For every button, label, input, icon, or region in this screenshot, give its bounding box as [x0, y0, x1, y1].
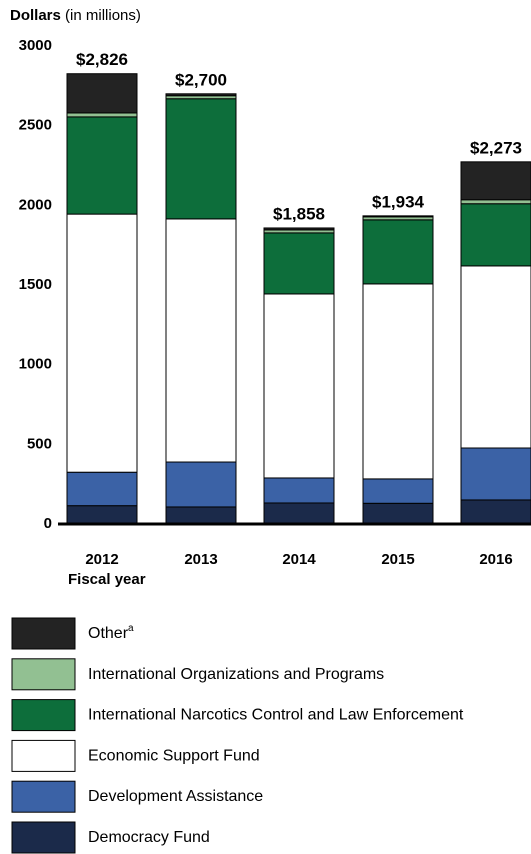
bar-segment: [460, 203, 531, 267]
bar-segment: [165, 461, 237, 508]
legend-swatch: [11, 658, 76, 691]
legend-name: Democracy Fund: [88, 829, 210, 846]
y-tick-label: 0: [44, 515, 52, 532]
x-axis-label: Fiscal year: [68, 571, 146, 588]
y-tick-label: 500: [27, 435, 52, 452]
total-label: $2,273: [470, 138, 522, 157]
legend-name: Economic Support Fund: [88, 748, 260, 765]
legend-label: Development Assistance: [88, 788, 263, 805]
bar-segment: [263, 293, 335, 479]
bar-segment: [460, 199, 531, 205]
bar-segment: [263, 502, 335, 525]
bar-segment: [362, 478, 434, 504]
legend-swatch: [11, 739, 76, 772]
bar-segment: [66, 116, 138, 215]
legend-label: International Narcotics Control and Law …: [88, 707, 464, 724]
legend-swatch: [11, 699, 76, 732]
bar-segment: [165, 93, 237, 97]
legend-swatch: [11, 821, 76, 854]
bar-segment: [263, 477, 335, 504]
bar-segment: [460, 265, 531, 449]
y-tick-label: 2500: [19, 117, 52, 134]
legend-label: Othera: [88, 623, 134, 643]
legend-name: International Organizations and Programs: [88, 666, 384, 683]
bar-segment: [263, 227, 335, 231]
legend-note: a: [128, 623, 134, 634]
legend-label: International Organizations and Programs: [88, 666, 384, 683]
y-tick-label: 2000: [19, 196, 52, 213]
y-tick-label: 3000: [19, 37, 52, 54]
bar-segment: [362, 215, 434, 218]
x-tick-label: 2015: [381, 551, 414, 568]
x-tick-label: 2013: [184, 551, 217, 568]
title: Dollars: [10, 7, 61, 24]
legend-name: Other: [88, 625, 129, 642]
total-label: $2,826: [76, 50, 128, 69]
legend-swatch: [11, 780, 76, 813]
legend-swatch: [11, 617, 76, 650]
x-tick-label: 2012: [85, 551, 118, 568]
y-tick-label: 1000: [19, 356, 52, 373]
legend-label: Democracy Fund: [88, 829, 210, 846]
bar-segment: [66, 505, 138, 525]
x-tick-label: 2016: [479, 551, 512, 568]
bar-segment: [362, 219, 434, 285]
bar-segment: [165, 218, 237, 463]
bar-segment: [66, 471, 138, 507]
x-tick-label: 2014: [282, 551, 316, 568]
bar-segment: [66, 73, 138, 114]
bar-segment: [362, 283, 434, 480]
total-label: $2,700: [175, 70, 227, 89]
legend-name: Development Assistance: [88, 788, 263, 805]
bar-segment: [66, 213, 138, 473]
bar-segment: [66, 112, 138, 118]
bar-segment: [460, 447, 531, 501]
bar-segment: [165, 506, 237, 525]
chart-title: Dollars (in millions): [10, 7, 141, 24]
bar-segment: [460, 499, 531, 525]
title-unit: (in millions): [65, 7, 141, 24]
bar-segment: [263, 232, 335, 295]
y-tick-label: 1500: [19, 276, 52, 293]
bar-segment: [362, 502, 434, 525]
total-label: $1,934: [372, 192, 425, 211]
bar-segment: [165, 98, 237, 220]
legend-label: Economic Support Fund: [88, 748, 260, 765]
bar-segment: [460, 161, 531, 201]
legend-name: International Narcotics Control and Law …: [88, 707, 464, 724]
total-label: $1,858: [273, 204, 325, 223]
